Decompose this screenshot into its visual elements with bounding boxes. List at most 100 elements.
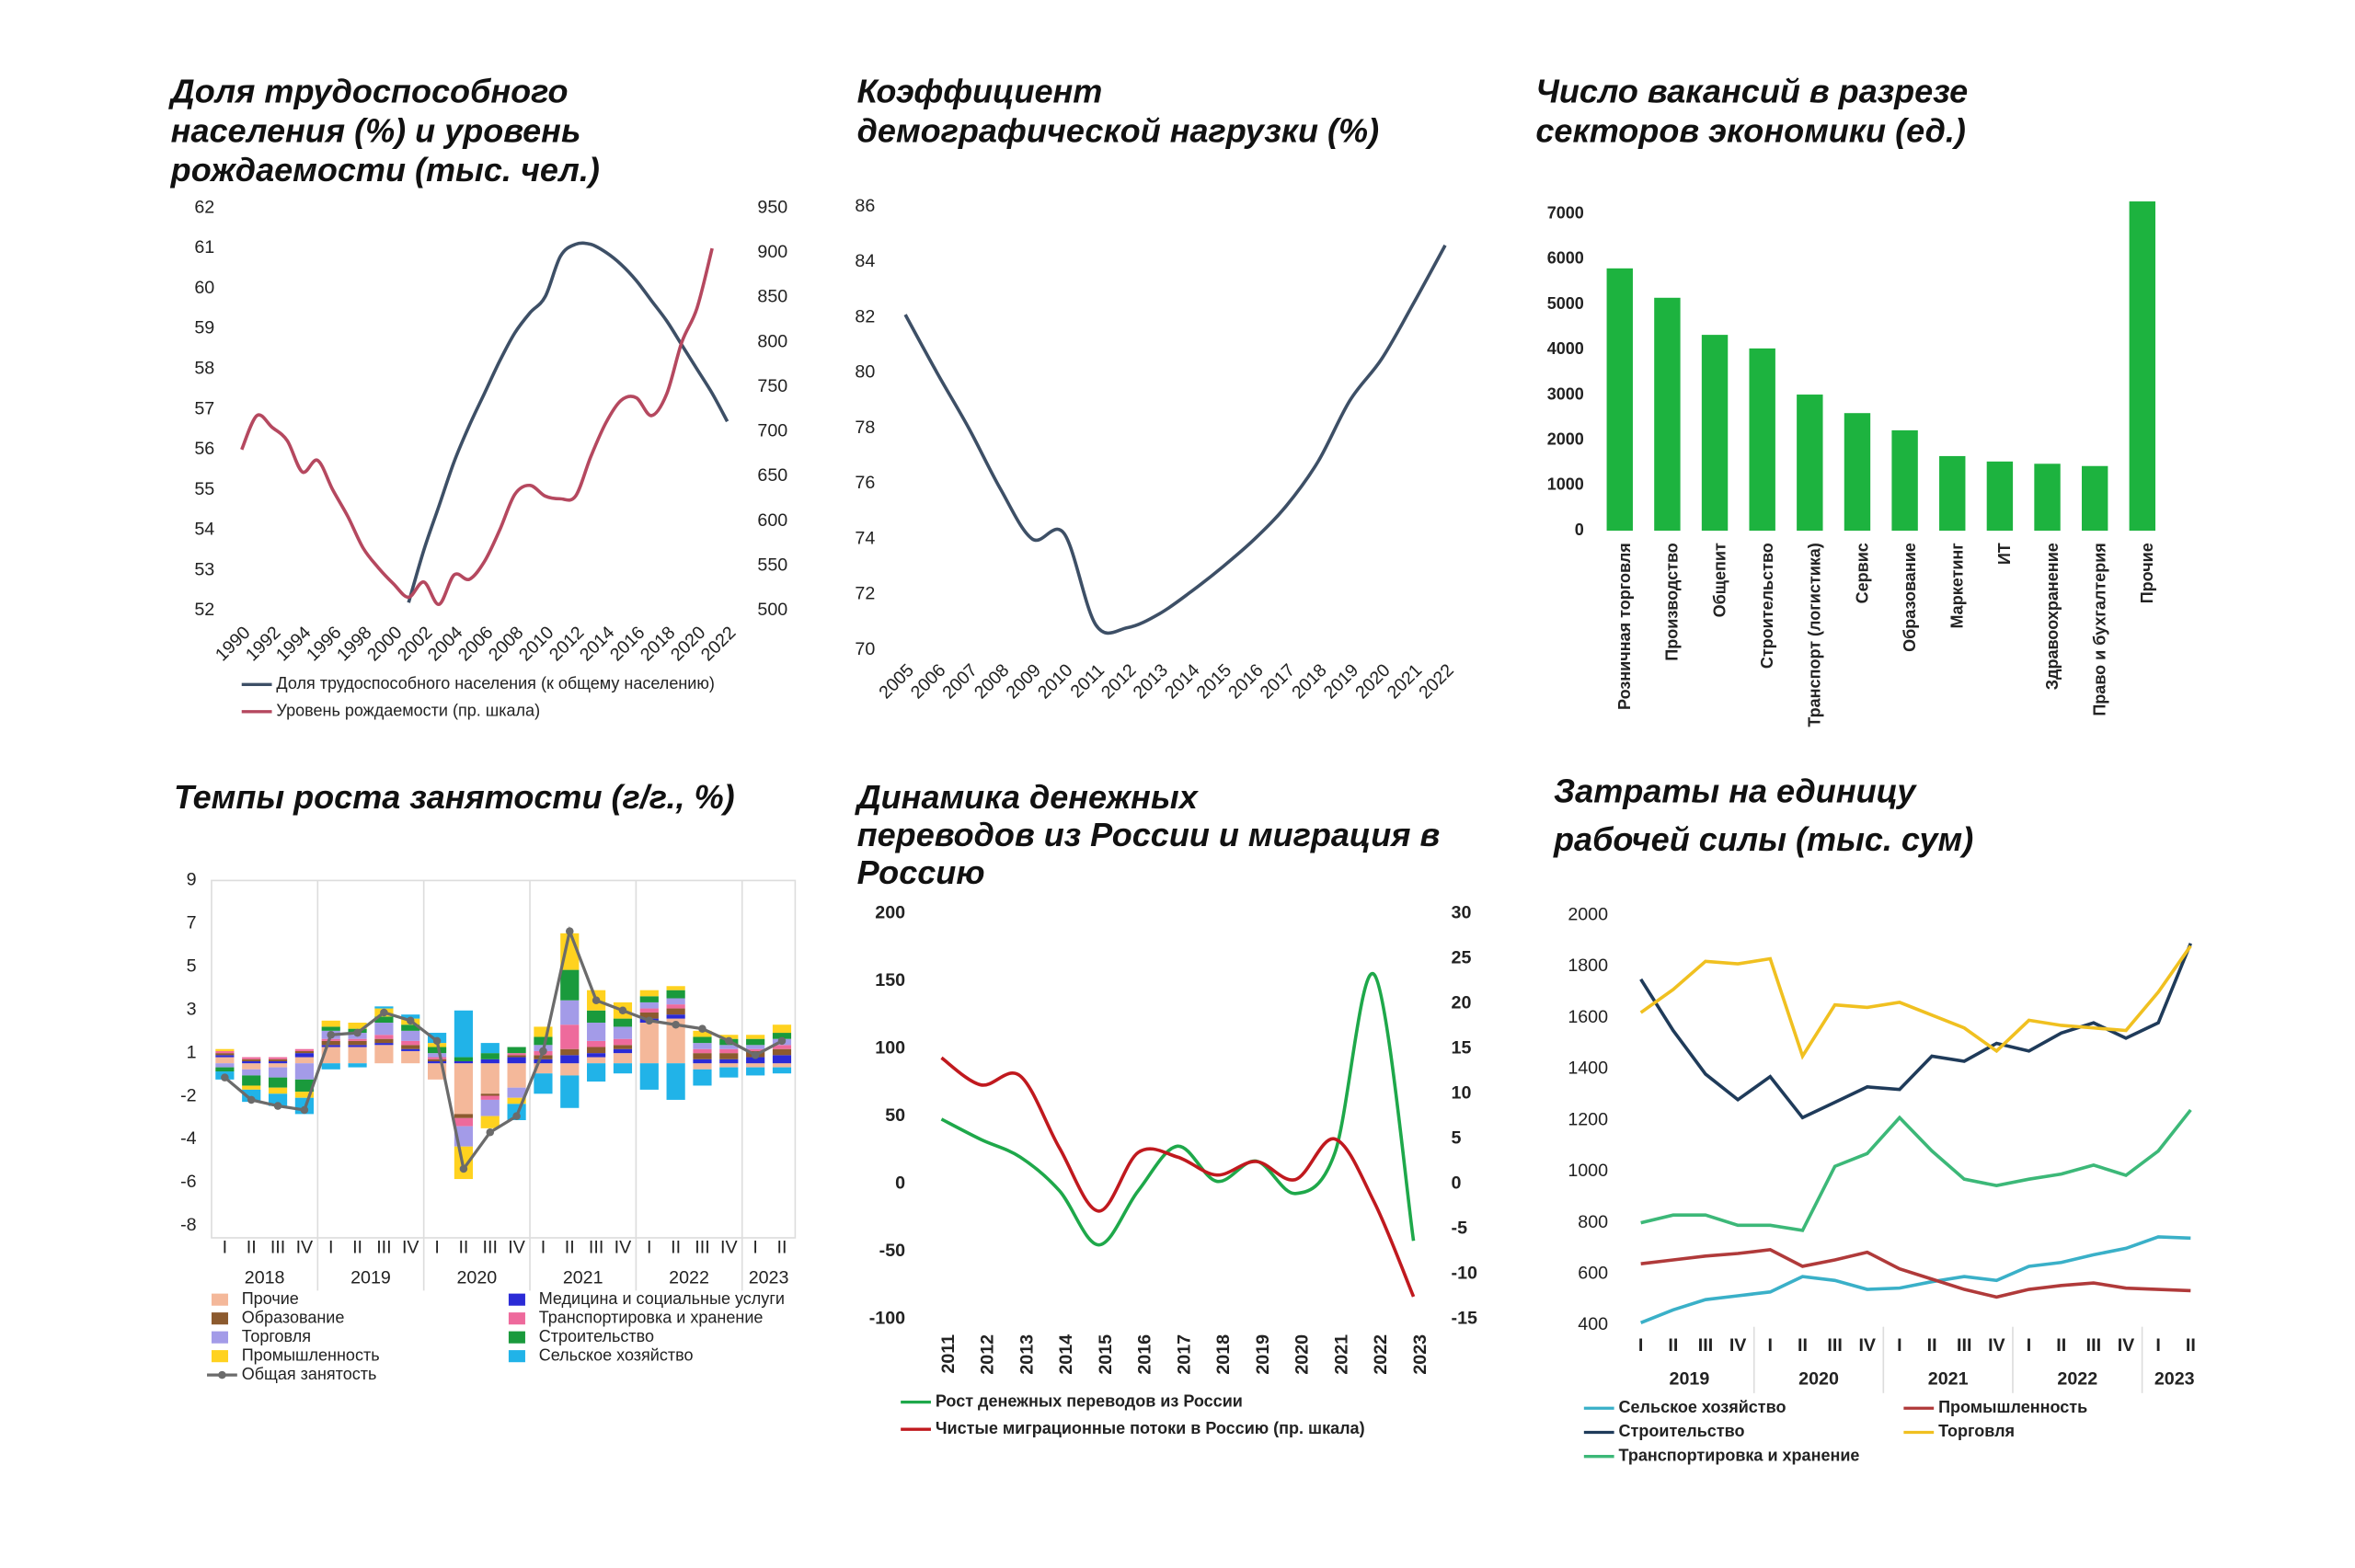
bar-segment [693, 1030, 712, 1037]
quarter-label: III [1827, 1335, 1842, 1356]
y-tick-label: 600 [1578, 1264, 1608, 1284]
bar-segment [321, 1045, 340, 1047]
bar-segment [242, 1060, 261, 1064]
bar-segment [613, 1045, 633, 1049]
y-tick-label: 2000 [1547, 429, 1584, 448]
y-tick-label: 70 [855, 639, 875, 659]
y-tick-label: 80 [855, 362, 875, 383]
bar-segment [693, 1059, 712, 1064]
y-tick-label: 5000 [1547, 294, 1584, 313]
bar-segment [480, 1053, 500, 1059]
bar-segment [507, 1063, 526, 1088]
bar-segment [534, 1063, 553, 1074]
bar-segment [401, 1050, 420, 1064]
line-marker [566, 927, 574, 935]
quarter-label: II [352, 1238, 362, 1258]
quarter-label: II [1798, 1335, 1808, 1356]
x-tick-label: 2013 [1017, 1334, 1037, 1375]
quarter-label: IV [508, 1238, 525, 1258]
y-tick-label: 84 [855, 251, 875, 271]
bar-segment [746, 1035, 765, 1039]
bar-segment [454, 1010, 474, 1058]
bar-segment [321, 1063, 340, 1070]
chart-title: Затраты на единицу рабочей силы (тыс. су… [1553, 772, 1973, 857]
legend-label: Уровень рождаемости (пр. шкала) [276, 702, 540, 720]
legend-label: Промышленность [242, 1345, 380, 1364]
bar-segment [268, 1067, 288, 1078]
year-label: 2021 [1928, 1368, 1969, 1389]
line-marker [247, 1095, 256, 1104]
bar [1654, 297, 1681, 532]
bar-segment [613, 1038, 633, 1046]
legend-swatch [508, 1293, 525, 1306]
bar-segment [480, 1116, 500, 1128]
bar-segment [534, 1073, 553, 1094]
line-marker [539, 1047, 547, 1056]
line [903, 244, 1447, 635]
bar-segment [427, 1047, 447, 1054]
line-marker [512, 1112, 521, 1120]
bar-segment [560, 1024, 580, 1049]
x-tick-label: 2023 [1410, 1334, 1430, 1375]
line [940, 1056, 1416, 1298]
bar-segment [374, 1023, 394, 1036]
y-tick-label: -4 [180, 1128, 197, 1149]
quarter-label: I [1638, 1335, 1643, 1356]
bar-segment [374, 1035, 394, 1039]
y2-tick-label: 950 [757, 197, 787, 217]
y-tick-label: 1 [187, 1042, 197, 1062]
bar-segment [215, 1055, 235, 1058]
bar-segment [772, 1045, 792, 1049]
year-label: 2019 [1670, 1368, 1710, 1389]
line [224, 925, 783, 1173]
quarter-label: III [589, 1238, 603, 1258]
bar [1939, 455, 1966, 532]
x-tick-label: 2019 [1253, 1334, 1273, 1375]
bar-segment [348, 1023, 367, 1029]
bar-segment [693, 1043, 712, 1049]
y-tick-label: 72 [855, 584, 875, 604]
quarter-label: II [458, 1238, 468, 1258]
bar-segment [772, 1055, 792, 1064]
bar-segment [666, 1014, 685, 1019]
bar-segment [560, 1055, 580, 1064]
quarter-label: II [247, 1238, 257, 1258]
bar-segment [772, 1033, 792, 1039]
line-marker [725, 1036, 733, 1046]
chart-title: Число вакансий в разрезе секторов эконом… [1535, 72, 1977, 149]
bar-segment [587, 1047, 606, 1054]
y2-tick-label: 20 [1452, 993, 1472, 1013]
y2-tick-label: -15 [1452, 1309, 1477, 1329]
line-marker [406, 1016, 415, 1025]
bar-segment [534, 1055, 553, 1059]
bar-segment [374, 1006, 394, 1009]
y2-tick-label: -10 [1452, 1264, 1477, 1284]
y2-tick-label: 25 [1452, 948, 1472, 968]
bar-segment [693, 1048, 712, 1054]
bar-segment [560, 969, 580, 1001]
y-tick-label: 76 [855, 473, 875, 493]
quarter-label: II [1927, 1335, 1937, 1356]
line-marker [432, 1036, 442, 1046]
quarter-label: IV [402, 1238, 419, 1258]
y2-tick-label: 800 [757, 331, 787, 351]
line-marker [486, 1128, 495, 1137]
quarter-label: III [270, 1238, 285, 1258]
bar-segment [772, 1067, 792, 1074]
legend-swatch [211, 1312, 228, 1325]
bar-segment [772, 1063, 792, 1068]
legend-swatch [508, 1312, 525, 1325]
bar-segment [374, 1043, 394, 1046]
y2-tick-label: 10 [1452, 1083, 1472, 1104]
quarter-label: IV [1858, 1335, 1876, 1356]
x-tick-label: Общепит [1710, 543, 1729, 617]
line-marker [618, 1006, 627, 1015]
bar-segment [666, 1004, 685, 1009]
y-tick-label: 4000 [1547, 339, 1584, 358]
y2-tick-label: 900 [757, 242, 787, 262]
bar-segment [639, 1001, 659, 1009]
y-tick-label: 2000 [1568, 904, 1608, 924]
bar-segment [639, 1012, 659, 1019]
bar-segment [666, 998, 685, 1005]
y-tick-label: 0 [895, 1173, 905, 1194]
